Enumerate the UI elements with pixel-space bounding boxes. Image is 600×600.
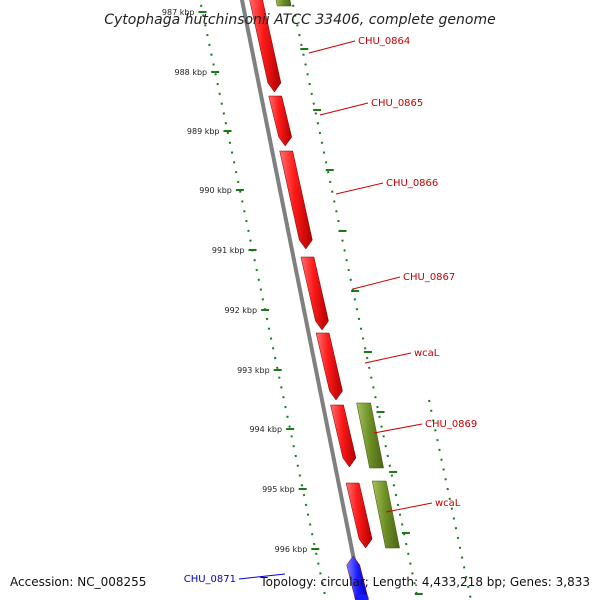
accession-label: Accession: NC_008255	[10, 575, 146, 589]
gene-label-chu_0865[interactable]: CHU_0865	[371, 98, 423, 109]
gene-label-chu_0866[interactable]: CHU_0866	[386, 178, 438, 189]
tick-marks: 987 kbp 988 kbp 989 kbp 990 kbp 991 kbp 992 k…	[162, 8, 423, 595]
tick-label: 989 kbp	[187, 127, 220, 136]
tick-label: 991 kbp	[212, 246, 245, 255]
gene-arrow-7[interactable]	[345, 482, 373, 549]
gene-labels: CHU_0864 CHU_0865 CHU_0866 CHU_0867 wcaL CHU_…	[184, 36, 478, 585]
tick-label: 996 kbp	[275, 545, 308, 554]
tick-label: 992 kbp	[224, 306, 257, 315]
olive-feature-1	[275, 0, 292, 7]
gene-arrow-2[interactable]	[268, 95, 292, 147]
tick-label: 993 kbp	[237, 366, 270, 375]
olive-feature-3	[371, 480, 400, 549]
backbone	[239, 0, 365, 600]
gene-label-chu_0867[interactable]: CHU_0867	[403, 272, 455, 283]
gene-arrow-6[interactable]	[330, 404, 357, 468]
leader-line	[319, 102, 369, 116]
gene-label-wcal[interactable]: wcaL	[435, 498, 461, 509]
leader-line	[238, 573, 286, 580]
tick-label: 995 kbp	[262, 485, 295, 494]
leader-line	[364, 352, 412, 364]
leader-line	[308, 40, 356, 54]
topology-label: Topology: circular; Length: 4,433,218 bp…	[259, 575, 590, 589]
tick-label: 987 kbp	[162, 8, 195, 17]
leader-line	[385, 502, 433, 513]
backbone-line	[239, 0, 365, 600]
leader-line	[373, 423, 423, 434]
gene-arrow-5[interactable]	[315, 332, 343, 401]
gene-label-wcal[interactable]: wcaL	[414, 348, 440, 359]
gene-features	[249, 0, 400, 600]
gene-arrow-forward[interactable]	[346, 555, 369, 600]
map-title: Cytophaga hutchinsonii ATCC 33406, compl…	[104, 12, 495, 28]
tick-label: 988 kbp	[175, 68, 208, 77]
tick-label: 994 kbp	[249, 425, 282, 434]
gene-label-chu_0869[interactable]: CHU_0869	[425, 419, 477, 430]
gene-label-chu_0871[interactable]: CHU_0871	[184, 574, 236, 585]
tick-label: 990 kbp	[199, 186, 232, 195]
dotted-track-0	[198, 0, 328, 600]
dotted-tracks	[198, 0, 472, 600]
gene-label-chu_0864[interactable]: CHU_0864	[358, 36, 410, 47]
gene-arrow-4[interactable]	[300, 256, 329, 331]
dotted-track-2	[428, 399, 472, 600]
leader-line	[352, 276, 401, 290]
leader-line	[335, 182, 384, 195]
gene-arrow-1[interactable]	[249, 0, 282, 93]
forward-feature-tail	[354, 594, 369, 600]
olive-feature-2	[356, 402, 384, 469]
gene-arrow-3[interactable]	[279, 150, 313, 250]
dotted-track-1	[290, 0, 420, 600]
